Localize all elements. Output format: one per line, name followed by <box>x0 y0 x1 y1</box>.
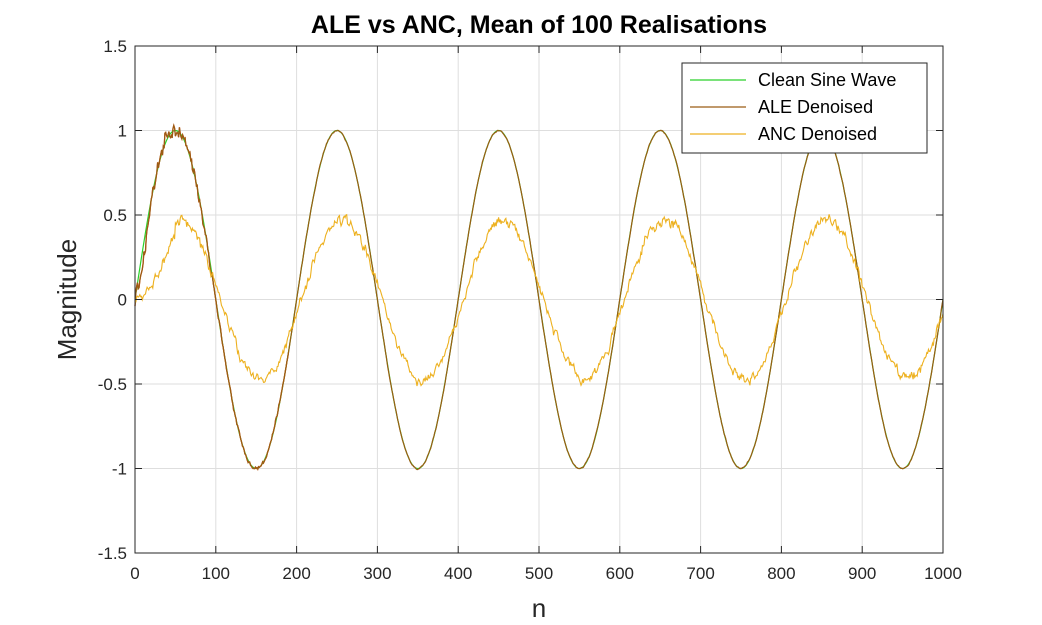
ticks: 0 100 200 300 400 500 600 700 800 900 1000 -1.5 -1 -0… <box>98 37 962 583</box>
x-tick-label: 1000 <box>924 564 962 583</box>
y-tick-label: -0.5 <box>98 375 127 394</box>
x-axis-label: n <box>532 593 546 623</box>
y-tick-label: 0.5 <box>103 206 127 225</box>
series-line-ale-denoised <box>134 123 944 471</box>
x-tick-label: 0 <box>130 564 139 583</box>
y-tick-label: 0 <box>118 291 127 310</box>
y-tick-label: 1 <box>118 122 127 141</box>
x-tick-label: 900 <box>848 564 876 583</box>
legend-box <box>681 62 928 154</box>
legend-label: Clean Sine Wave <box>758 70 896 90</box>
y-axis-label: Magnitude <box>52 239 82 360</box>
legend-label: ANC Denoised <box>758 124 877 144</box>
x-tick-label: 500 <box>525 564 553 583</box>
x-tick-label: 300 <box>363 564 391 583</box>
y-tick-label: -1 <box>112 460 127 479</box>
chart-title: ALE vs ANC, Mean of 100 Realisations <box>311 11 767 39</box>
legend-label: ALE Denoised <box>758 97 873 117</box>
x-tick-label: 600 <box>606 564 634 583</box>
x-tick-label: 800 <box>767 564 795 583</box>
legend: Clean Sine Wave ALE Denoised ANC Denoised <box>681 62 928 154</box>
x-tick-label: 100 <box>202 564 230 583</box>
x-tick-label: 700 <box>686 564 714 583</box>
x-tick-label: 400 <box>444 564 472 583</box>
series-line-anc-denoised <box>134 213 944 387</box>
x-tick-label: 200 <box>282 564 310 583</box>
y-tick-label: -1.5 <box>98 544 127 563</box>
y-tick-label: 1.5 <box>103 37 127 56</box>
